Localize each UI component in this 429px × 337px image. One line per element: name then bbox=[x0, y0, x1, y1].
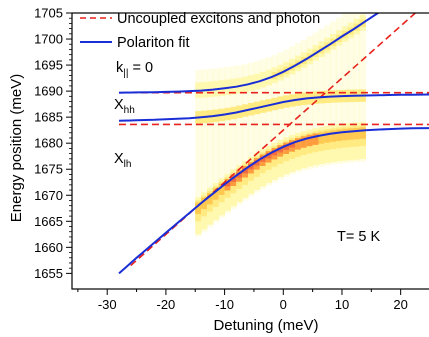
heatmap-cell bbox=[248, 164, 255, 170]
heatmap-cell bbox=[283, 144, 290, 150]
heatmap-cell bbox=[248, 62, 255, 197]
heatmap-cell bbox=[206, 192, 214, 205]
x-tick-label: 10 bbox=[335, 297, 349, 312]
heatmap-cell bbox=[218, 183, 226, 196]
heatmap-cell bbox=[318, 132, 325, 144]
y-tick-label: 1705 bbox=[34, 6, 63, 21]
heatmap-cell bbox=[224, 181, 231, 187]
heatmap-cell bbox=[347, 128, 355, 140]
heatmap-cell bbox=[347, 13, 355, 163]
heatmap-cell bbox=[341, 128, 349, 141]
heatmap-cell bbox=[300, 136, 308, 148]
plot-lines bbox=[118, 13, 429, 275]
heatmap-cell bbox=[218, 67, 226, 218]
temperature-label: T= 5 K bbox=[337, 229, 380, 245]
plot-frame bbox=[71, 12, 429, 290]
heatmap-cell bbox=[306, 36, 314, 170]
heatmap-cell bbox=[271, 54, 278, 183]
heatmap-cell bbox=[359, 127, 366, 139]
heatmap-cell bbox=[306, 134, 314, 147]
x-tick-label: -10 bbox=[215, 297, 234, 312]
heatmap-cell bbox=[353, 127, 361, 140]
y-tick-label: 1680 bbox=[34, 136, 63, 151]
heatmap-cell bbox=[230, 176, 237, 182]
heatmap-cell bbox=[312, 32, 319, 168]
x-axis-title: Detuning (meV) bbox=[213, 317, 318, 334]
heatmap-cell bbox=[353, 13, 361, 163]
x-tick-label: 0 bbox=[280, 297, 287, 312]
heatmap-cell bbox=[201, 197, 208, 210]
x-tick-label: -30 bbox=[98, 297, 117, 312]
y-tick-label: 1675 bbox=[34, 162, 63, 177]
heatmap-cell bbox=[283, 49, 290, 177]
heatmap-cell bbox=[277, 52, 284, 180]
heatmap-cell bbox=[195, 69, 202, 237]
x-tick-label: 20 bbox=[393, 297, 407, 312]
heatmap-cell bbox=[195, 202, 202, 214]
k-parallel-label: k|| = 0 bbox=[116, 60, 153, 79]
heatmap-cell bbox=[236, 172, 243, 178]
heatmap-cell bbox=[206, 68, 214, 228]
polariton-branch-upper bbox=[118, 13, 380, 94]
heatmap-cell bbox=[253, 61, 261, 193]
polariton-branch-middle bbox=[118, 93, 429, 122]
legend-label-polariton: Polariton fit bbox=[117, 35, 190, 51]
heatmap-cell bbox=[212, 68, 220, 223]
heatmap-cell bbox=[359, 13, 366, 162]
heatmap-cell bbox=[336, 17, 343, 164]
heatmap-cell bbox=[336, 129, 343, 141]
heatmap-cell bbox=[265, 153, 273, 159]
heatmap-cell bbox=[324, 131, 331, 143]
heatmap-cell bbox=[201, 69, 208, 232]
y-tick-label: 1665 bbox=[34, 214, 63, 229]
heatmap-cell bbox=[253, 160, 261, 166]
y-axis-title: Energy position (meV) bbox=[8, 74, 25, 222]
xhh-label: Xhh bbox=[114, 97, 135, 116]
legend-label-uncoupled: Uncoupled excitons and photon bbox=[117, 11, 320, 27]
heatmap-cell bbox=[289, 142, 296, 148]
heatmap-cell bbox=[212, 188, 220, 200]
heatmap-cell bbox=[242, 168, 249, 174]
heatmap-cell bbox=[224, 67, 231, 214]
heatmap-cell bbox=[312, 133, 319, 145]
heatmap-cell bbox=[300, 39, 308, 171]
heatmap-cell bbox=[277, 147, 284, 153]
y-tick-label: 1700 bbox=[34, 32, 63, 47]
heatmap-cell bbox=[295, 43, 302, 173]
axis-ticks: -30 -20 -10 0 10 20 1655 1660 1665 1670 1675 1680 16… bbox=[34, 6, 408, 313]
xlh-label: Xlh bbox=[114, 151, 131, 170]
y-tick-label: 1690 bbox=[34, 84, 63, 99]
heatmap-cell bbox=[271, 150, 278, 156]
y-tick-label: 1670 bbox=[34, 188, 63, 203]
y-tick-label: 1685 bbox=[34, 110, 63, 125]
heatmap-cell bbox=[236, 65, 243, 205]
y-tick-label: 1695 bbox=[34, 58, 63, 73]
legend: Uncoupled excitons and photon Polariton … bbox=[80, 11, 320, 51]
y-tick-label: 1655 bbox=[34, 266, 63, 281]
heatmap-cell bbox=[259, 156, 267, 162]
heatmap-cell bbox=[341, 13, 349, 164]
heatmap-cell bbox=[242, 64, 249, 201]
x-tick-label: -20 bbox=[157, 297, 176, 312]
heatmap-cell bbox=[230, 66, 237, 209]
heatmap-cell bbox=[295, 138, 302, 150]
heatmap-cell bbox=[265, 57, 273, 186]
y-tick-label: 1660 bbox=[34, 240, 63, 255]
heatmap-cell bbox=[330, 130, 337, 142]
heatmap-cell bbox=[289, 46, 296, 175]
heatmap-cell bbox=[324, 25, 331, 166]
polariton-branch-lower bbox=[118, 127, 429, 275]
